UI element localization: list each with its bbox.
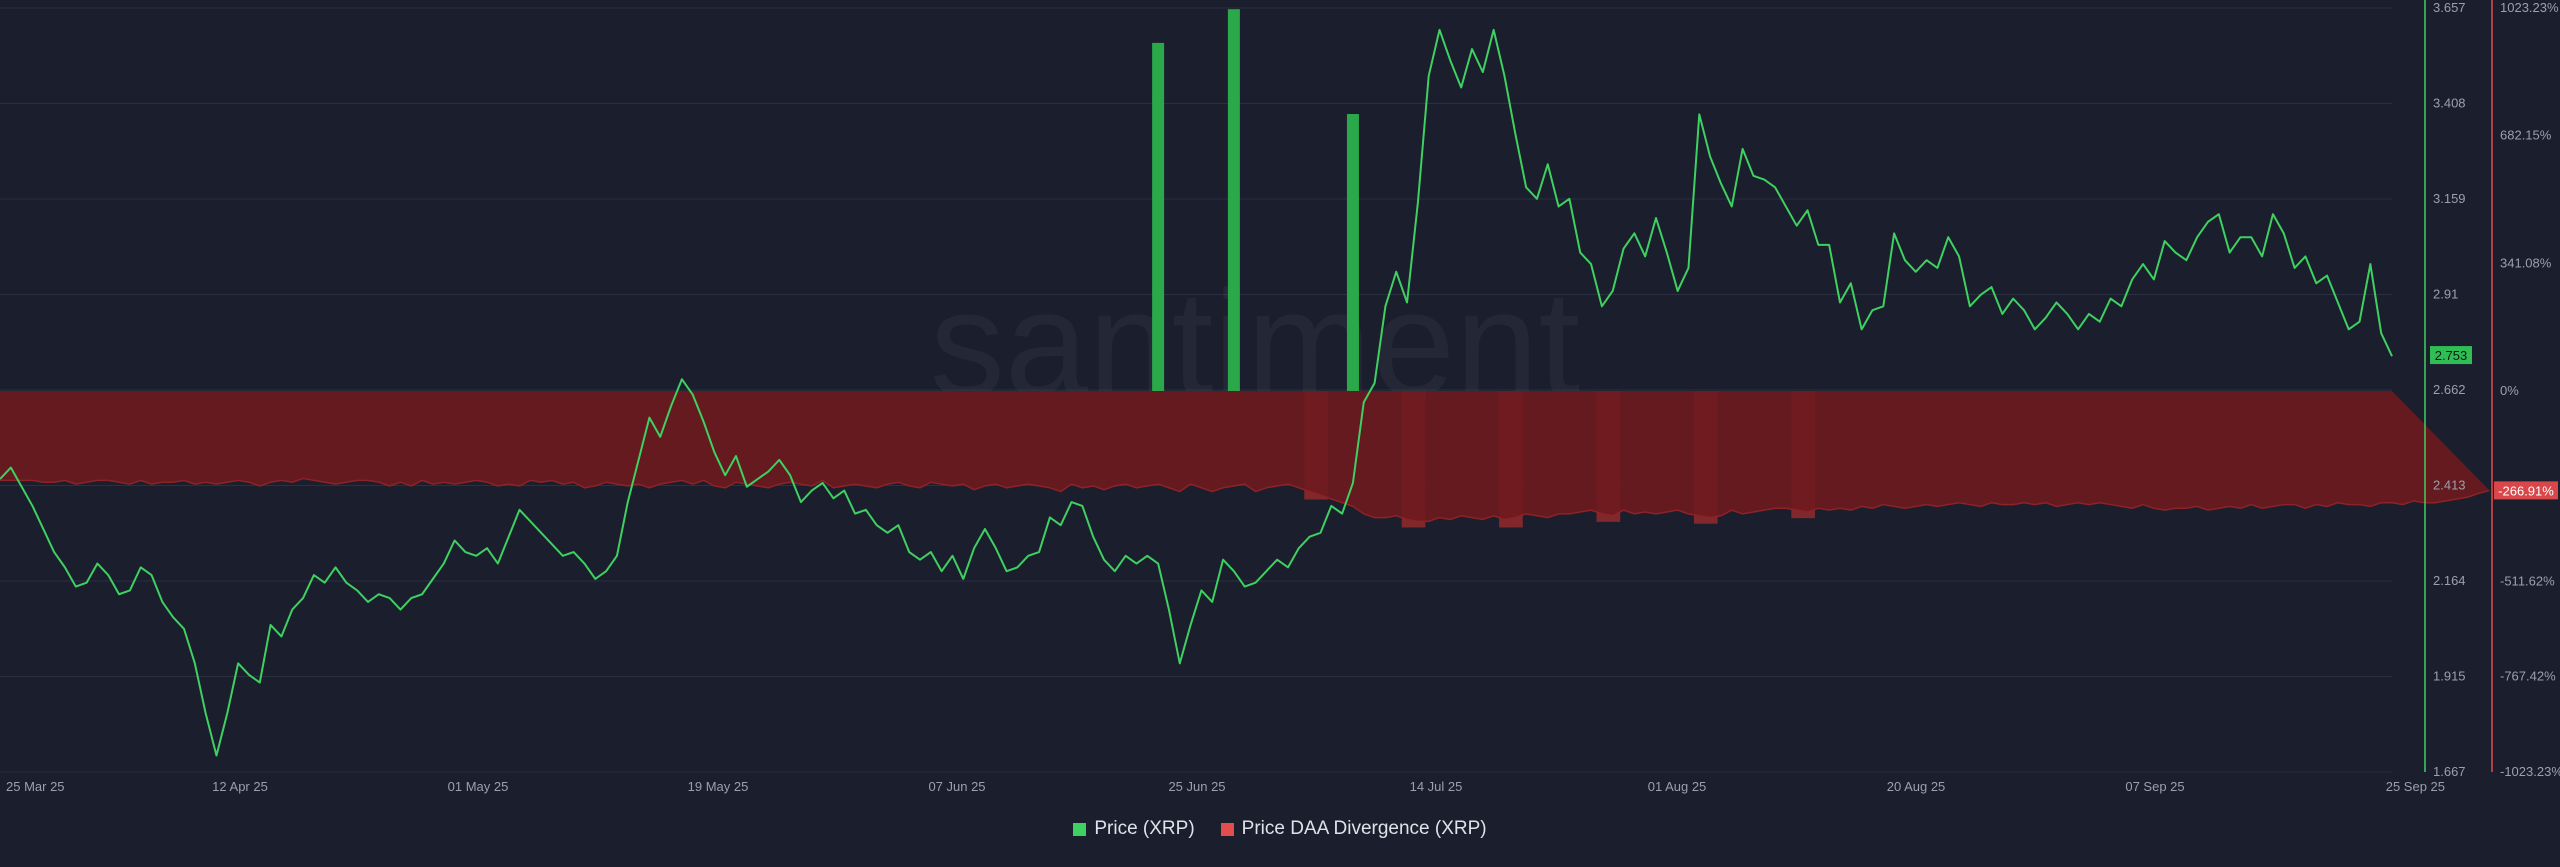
x-tick-label: 01 Aug 25: [1648, 779, 1707, 794]
x-tick-label: 07 Jun 25: [928, 779, 985, 794]
divergence-line: [0, 477, 2490, 523]
legend: Price (XRP) Price DAA Divergence (XRP): [0, 818, 2560, 840]
legend-item-price[interactable]: Price (XRP): [1073, 818, 1195, 840]
legend-item-divergence[interactable]: Price DAA Divergence (XRP): [1220, 818, 1487, 840]
x-tick-label: 25 Mar 25: [6, 779, 65, 794]
legend-label-divergence: Price DAA Divergence (XRP): [1241, 818, 1487, 839]
y-right-tick-label: 0%: [2500, 383, 2519, 398]
y-left-tick-label: 1.915: [2433, 669, 2466, 684]
y-left-tick-label: 2.413: [2433, 478, 2466, 493]
y-left-tick-label: 2.91: [2433, 287, 2458, 302]
divergence-spike-bar: [1227, 9, 1240, 391]
y-left-tick-label: 3.408: [2433, 96, 2466, 111]
x-axis-ticks: 25 Mar 25 12 Apr 25 01 May 25 19 May 25 07 J…: [6, 779, 2445, 794]
y-right-tick-label: 1023.23%: [2500, 0, 2559, 15]
divergence-series: [0, 391, 2490, 528]
y-right-tick-label: 341.08%: [2500, 255, 2552, 270]
legend-swatch-divergence: [1220, 822, 1234, 836]
axes: [2424, 0, 2493, 772]
divergence-spike-bar: [1346, 114, 1359, 391]
y-right-tick-label: -767.42%: [2500, 669, 2556, 684]
x-tick-label: 12 Apr 25: [212, 779, 268, 794]
y-axis-right-ticks: 1023.23% 682.15% 341.08% 0% -511.62% -767.42%…: [2500, 0, 2560, 779]
x-tick-label: 25 Jun 25: [1168, 779, 1225, 794]
y-right-tick-label: -511.62%: [2500, 574, 2555, 589]
x-tick-label: 01 May 25: [448, 779, 509, 794]
y-axis-left-ticks: 3.657 3.408 3.159 2.91 2.662 2.413 2.164 1.915 1…: [2433, 0, 2466, 779]
current-price-badge: [2430, 346, 2472, 365]
current-divergence-label: -266.91%: [2498, 483, 2554, 498]
y-left-tick-label: 2.164: [2433, 573, 2466, 588]
y-left-tick-label: 1.667: [2433, 764, 2466, 779]
y-right-tick-label: -1023.23%: [2500, 764, 2560, 779]
value-badges: 2.753 -266.91%: [2430, 346, 2558, 500]
divergence-spike-bar: [1152, 42, 1165, 391]
x-tick-label: 07 Sep 25: [2125, 779, 2184, 794]
current-price-label: 2.753: [2435, 348, 2468, 363]
y-left-tick-label: 3.657: [2433, 0, 2466, 15]
divergence-area: [0, 391, 2490, 522]
x-tick-label: 19 May 25: [688, 779, 749, 794]
x-tick-label: 20 Aug 25: [1887, 779, 1946, 794]
price-line: [0, 28, 2393, 757]
divergence-spikes: [1152, 9, 1359, 391]
current-divergence-badge: [2494, 481, 2558, 500]
y-left-tick-label: 3.159: [2433, 191, 2466, 206]
y-left-tick-label: 2.662: [2433, 382, 2466, 397]
y-right-tick-label: 682.15%: [2500, 128, 2552, 143]
price-series: [0, 28, 2393, 757]
x-tick-label: 25 Sep 25: [2386, 779, 2445, 794]
legend-label-price: Price (XRP): [1094, 818, 1195, 839]
legend-swatch-price: [1073, 822, 1087, 836]
x-tick-label: 14 Jul 25: [1410, 779, 1463, 794]
